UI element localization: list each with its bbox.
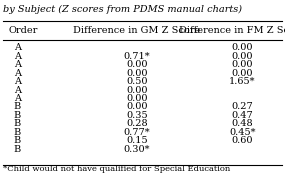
Text: B: B xyxy=(13,119,21,128)
Text: A: A xyxy=(14,77,21,86)
Text: 0.35: 0.35 xyxy=(126,111,148,120)
Text: 0.47: 0.47 xyxy=(231,111,253,120)
Text: A: A xyxy=(14,52,21,61)
Text: A: A xyxy=(14,43,21,52)
Text: *Child would not have qualified for Special Education: *Child would not have qualified for Spec… xyxy=(3,165,230,173)
Text: 0.00: 0.00 xyxy=(126,102,148,112)
Text: B: B xyxy=(13,145,21,154)
Text: B: B xyxy=(13,102,21,112)
Text: 0.00: 0.00 xyxy=(231,52,253,61)
Text: Order: Order xyxy=(9,26,38,35)
Text: A: A xyxy=(14,69,21,78)
Text: 0.30*: 0.30* xyxy=(124,145,150,154)
Text: 0.48: 0.48 xyxy=(231,119,253,128)
Text: 0.00: 0.00 xyxy=(126,94,148,103)
Text: 0.77*: 0.77* xyxy=(123,128,150,137)
Text: 0.15: 0.15 xyxy=(126,136,148,145)
Text: 0.28: 0.28 xyxy=(126,119,148,128)
Text: B: B xyxy=(13,128,21,137)
Text: 0.27: 0.27 xyxy=(231,102,253,112)
Text: 0.00: 0.00 xyxy=(126,60,148,69)
Text: 0.60: 0.60 xyxy=(231,136,253,145)
Text: 0.00: 0.00 xyxy=(231,69,253,78)
Text: 0.00: 0.00 xyxy=(126,69,148,78)
Text: A: A xyxy=(14,94,21,103)
Text: A: A xyxy=(14,85,21,95)
Text: 0.71*: 0.71* xyxy=(123,52,150,61)
Text: 0.45*: 0.45* xyxy=(229,128,255,137)
Text: Difference in GM Z Score: Difference in GM Z Score xyxy=(73,26,200,35)
Text: B: B xyxy=(13,136,21,145)
Text: 0.00: 0.00 xyxy=(126,85,148,95)
Text: 1.65*: 1.65* xyxy=(229,77,255,86)
Text: 0.00: 0.00 xyxy=(231,43,253,52)
Text: 0.50: 0.50 xyxy=(126,77,148,86)
Text: Difference in FM Z Score: Difference in FM Z Score xyxy=(179,26,285,35)
Text: by Subject (Z scores from PDMS manual charts): by Subject (Z scores from PDMS manual ch… xyxy=(3,5,242,15)
Text: A: A xyxy=(14,60,21,69)
Text: B: B xyxy=(13,111,21,120)
Text: 0.00: 0.00 xyxy=(231,60,253,69)
